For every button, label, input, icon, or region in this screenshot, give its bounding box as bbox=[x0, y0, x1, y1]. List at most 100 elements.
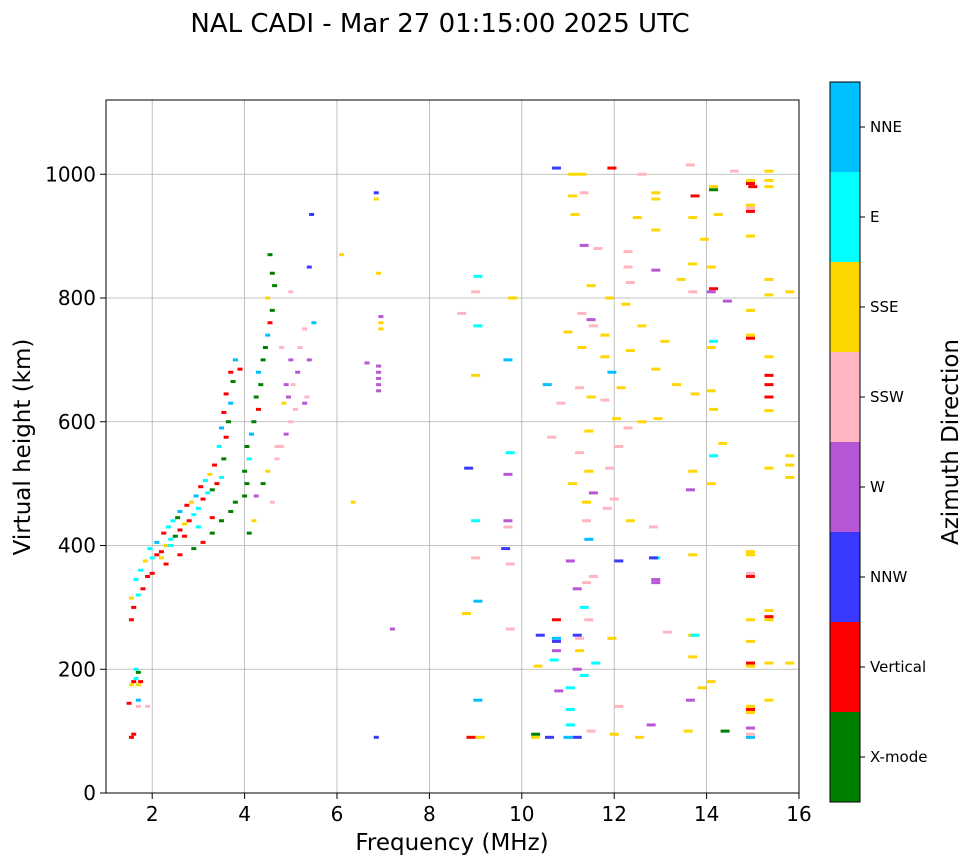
data-point bbox=[154, 553, 160, 557]
data-point bbox=[147, 547, 153, 551]
data-point bbox=[265, 296, 271, 300]
data-point bbox=[251, 519, 257, 523]
data-point bbox=[339, 253, 345, 257]
data-point bbox=[706, 389, 716, 393]
data-point bbox=[228, 509, 234, 513]
data-point bbox=[228, 370, 234, 374]
colorbar-swatch bbox=[830, 622, 860, 712]
data-point bbox=[466, 735, 476, 739]
data-point bbox=[609, 497, 619, 501]
data-point bbox=[623, 426, 633, 430]
colorbar-category-label: NNW bbox=[870, 568, 907, 586]
data-point bbox=[175, 516, 181, 520]
data-point bbox=[230, 380, 236, 384]
colorbar-swatch bbox=[830, 262, 860, 352]
data-point bbox=[309, 212, 315, 216]
data-point bbox=[503, 525, 513, 529]
data-point bbox=[292, 407, 298, 411]
data-point bbox=[745, 571, 755, 575]
data-point bbox=[563, 330, 573, 334]
data-point bbox=[565, 559, 575, 563]
data-point bbox=[505, 562, 515, 566]
data-point bbox=[653, 417, 663, 421]
data-point bbox=[600, 333, 610, 337]
data-point bbox=[242, 494, 248, 498]
data-point bbox=[745, 308, 755, 312]
data-point bbox=[614, 559, 624, 563]
data-point bbox=[253, 494, 259, 498]
data-point bbox=[565, 686, 575, 690]
data-point bbox=[651, 268, 661, 272]
data-point bbox=[575, 451, 585, 455]
x-tick-label: 6 bbox=[331, 802, 344, 826]
y-tick-label: 200 bbox=[58, 657, 96, 681]
data-point bbox=[785, 454, 795, 458]
data-point bbox=[253, 395, 259, 399]
data-point bbox=[607, 636, 617, 640]
data-point bbox=[503, 519, 513, 523]
data-point bbox=[126, 701, 132, 705]
data-point bbox=[565, 707, 575, 711]
data-point bbox=[258, 383, 264, 387]
data-point bbox=[165, 525, 171, 529]
data-point bbox=[306, 265, 312, 269]
data-point bbox=[651, 367, 661, 371]
data-point bbox=[748, 185, 758, 189]
data-point bbox=[609, 732, 619, 736]
data-point bbox=[648, 525, 658, 529]
data-point bbox=[581, 581, 591, 585]
data-point bbox=[577, 311, 587, 315]
data-point bbox=[505, 627, 515, 631]
data-point bbox=[581, 500, 591, 504]
data-point bbox=[288, 290, 294, 294]
data-point bbox=[135, 704, 141, 708]
data-point bbox=[228, 401, 234, 405]
colorbar-swatch bbox=[830, 352, 860, 442]
data-point bbox=[646, 723, 656, 727]
data-point bbox=[501, 547, 511, 551]
data-point bbox=[533, 664, 543, 668]
data-point bbox=[551, 639, 561, 643]
data-point bbox=[605, 466, 615, 470]
data-point bbox=[163, 544, 169, 547]
data-point bbox=[154, 540, 160, 544]
data-point bbox=[219, 519, 224, 523]
data-point bbox=[785, 463, 795, 467]
colorbar-swatch bbox=[830, 172, 860, 262]
data-point bbox=[221, 457, 227, 461]
data-point bbox=[683, 729, 693, 733]
data-point bbox=[690, 392, 700, 396]
x-tick-label: 16 bbox=[786, 802, 811, 826]
data-point bbox=[637, 172, 647, 176]
data-point bbox=[246, 457, 252, 461]
data-point bbox=[295, 370, 301, 374]
data-point bbox=[745, 618, 755, 622]
data-point bbox=[133, 667, 139, 671]
data-point bbox=[745, 553, 755, 557]
data-point bbox=[272, 284, 278, 288]
data-point bbox=[471, 519, 481, 523]
data-point bbox=[662, 630, 672, 634]
data-point bbox=[131, 605, 137, 609]
data-point bbox=[614, 445, 624, 448]
data-point bbox=[209, 488, 215, 492]
data-point bbox=[471, 373, 481, 377]
data-point bbox=[651, 578, 661, 582]
data-point bbox=[551, 636, 561, 640]
data-point bbox=[745, 182, 755, 186]
data-point bbox=[706, 290, 716, 294]
y-axis-label: Virtual height (km) bbox=[10, 339, 36, 556]
data-point bbox=[584, 429, 594, 433]
data-point bbox=[706, 346, 716, 349]
data-point bbox=[572, 633, 582, 637]
data-point bbox=[461, 612, 471, 616]
data-point bbox=[625, 281, 635, 285]
data-point bbox=[378, 321, 384, 325]
data-point bbox=[260, 482, 266, 486]
data-point bbox=[378, 327, 384, 331]
x-tick-label: 4 bbox=[238, 802, 251, 826]
data-points bbox=[126, 163, 795, 739]
data-point bbox=[145, 574, 151, 578]
data-point bbox=[232, 500, 238, 504]
